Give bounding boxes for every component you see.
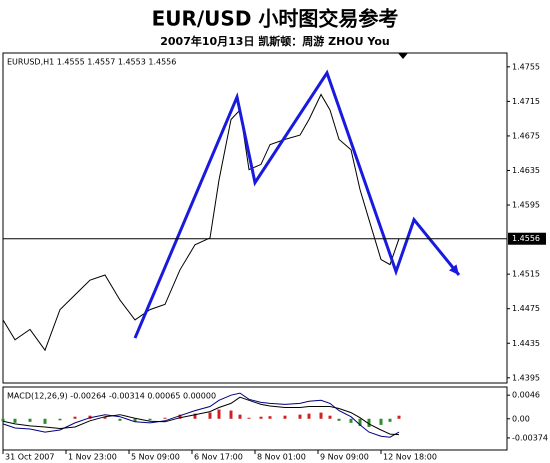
y-tick-label: 1.4475 [512,304,540,313]
arrow-head [449,264,459,276]
macd-line [2,396,400,436]
price-panel-label: EURUSD,H1 1.4555 1.4557 1.4553 1.4556 [7,58,176,67]
macd-bar [379,418,383,425]
macd-bar [337,418,341,421]
macd-bar [238,414,242,419]
price-panel [2,52,508,384]
macd-bar [43,418,47,424]
y-tick-label: -0.00374 [512,433,548,442]
macd-bar [163,417,167,419]
macd-bar [367,418,371,427]
x-tick-label: 31 Oct 2007 [5,453,54,462]
y-tick-label: 0.0046 [512,391,540,400]
page-subtitle: 2007年10月13日 凯斯顿：周游 ZHOU You [160,34,390,48]
macd-bar [58,418,62,421]
x-tick-label: 9 Nov 09:00 [320,453,369,462]
shift-marker [398,53,408,59]
macd-bar [148,418,152,421]
macd-bar [193,413,197,419]
macd-bar [178,414,182,419]
macd-bar [133,418,137,422]
macd-bar [397,415,401,419]
x-tick-label: 12 Nov 18:00 [383,453,437,462]
y-tick-label: 1.4715 [512,97,540,106]
y-tick-label: 1.4515 [512,270,540,279]
y-tick-label: 1.4395 [512,373,540,382]
macd-bar [283,415,287,419]
x-tick-label: 1 Nov 23:00 [68,453,117,462]
macd-bar [307,413,311,419]
macd-bar [118,418,122,421]
y-tick-label: 1.4755 [512,62,540,71]
macd-line [2,392,400,438]
macd-panel-label: MACD(12,26,9) -0.00264 -0.00314 0.00065 … [7,392,216,401]
macd-bar [388,418,392,422]
macd-bar [73,416,77,419]
macd-bar [358,418,362,426]
macd-bar [259,416,263,419]
y-tick-label: 1.4595 [512,201,540,210]
y-tick-label: 1.4435 [512,339,540,348]
price-line [2,93,400,352]
current-price-box [508,232,546,245]
macd-bar [217,409,221,419]
x-tick-label: 6 Nov 17:00 [194,453,243,462]
macd-bar [298,414,302,419]
trend-zigzag [133,69,461,339]
y-tick-label: 1.4675 [512,131,540,140]
page-title: EUR/USD 小时图交易参考 [152,7,399,31]
macd-bar [13,418,17,423]
x-tick-label: 8 Nov 01:00 [257,453,306,462]
macd-bar [328,415,332,419]
macd-bar [103,416,107,419]
y-tick-label: 1.4635 [512,166,540,175]
macd-bar [349,418,353,423]
y-tick-label: 0.00 [512,414,530,423]
macd-bar [247,417,251,419]
macd-bar [319,412,323,419]
macd-bar [1,418,5,422]
macd-bar [208,412,212,419]
macd-bar [268,416,272,419]
current-price-label: 1.4556 [512,234,540,243]
x-tick-label: 5 Nov 09:00 [131,453,180,462]
macd-bar [28,418,32,422]
macd-bar [229,410,233,419]
